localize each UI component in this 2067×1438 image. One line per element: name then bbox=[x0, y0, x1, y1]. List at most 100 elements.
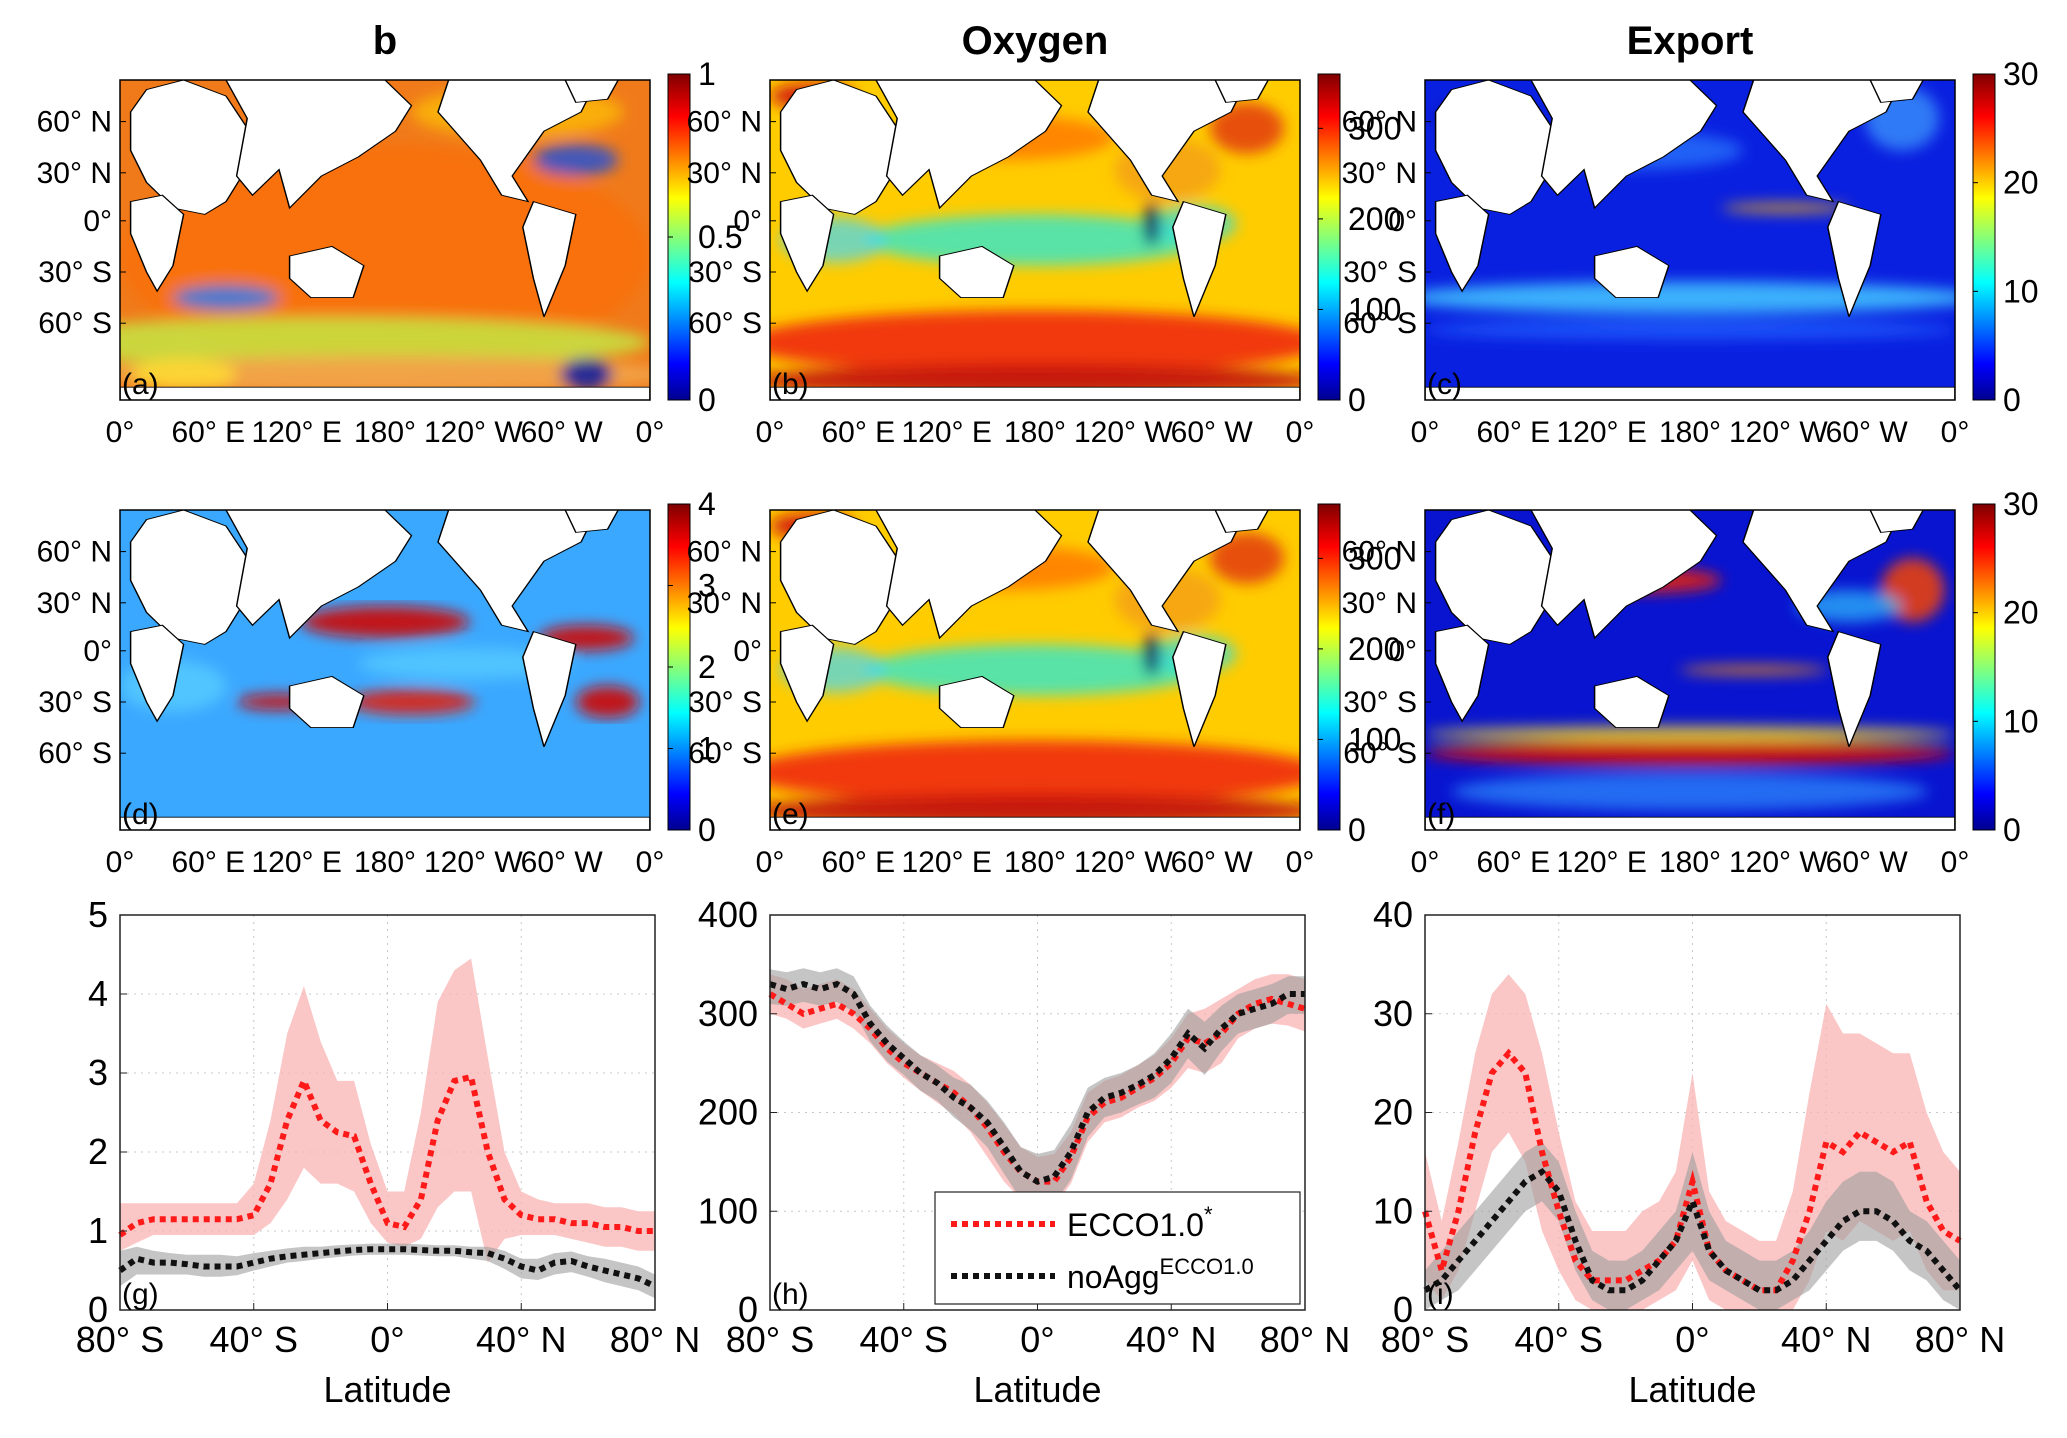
map-lon-tick: 60° W bbox=[521, 416, 604, 449]
map-lat-tick: 0° bbox=[83, 635, 112, 668]
x-axis-label: Latitude bbox=[323, 1369, 451, 1410]
y-tick-label: 20 bbox=[1373, 1092, 1413, 1133]
x-tick-label: 40° S bbox=[210, 1319, 298, 1360]
colorbar-tick: 0 bbox=[2003, 812, 2021, 848]
map-lon-tick: 0° bbox=[636, 846, 665, 879]
map-panel-b: (b) 60° N 30° N 0° 30° S 60° S 0° 60° E 120° E 18… bbox=[687, 73, 1401, 449]
y-tick-label: 2 bbox=[88, 1131, 108, 1172]
map-lon-tick: 0° bbox=[1286, 846, 1315, 879]
colorbar-tick: 100 bbox=[1348, 291, 1401, 327]
series-0-line bbox=[118, 1073, 655, 1238]
map-lon-tick: 180° bbox=[1004, 416, 1066, 449]
colorbar-tick: 2 bbox=[698, 649, 716, 685]
map-lon-tick: 0° bbox=[1286, 416, 1315, 449]
map-lat-tick: 60° S bbox=[688, 307, 762, 340]
map-lon-tick: 120° W bbox=[1074, 416, 1173, 449]
map-lon-tick: 0° bbox=[756, 846, 785, 879]
map-lat-tick: 0° bbox=[1388, 205, 1417, 238]
colorbar-tick: 0 bbox=[698, 812, 716, 848]
map-frame bbox=[1424, 509, 1956, 831]
map-lat-tick: 30° N bbox=[1342, 587, 1417, 620]
x-tick-label: 0° bbox=[1020, 1319, 1054, 1360]
x-tick-label: 80° N bbox=[1915, 1319, 2005, 1360]
colorbar-tick: 3 bbox=[698, 568, 716, 604]
map-lon-tick: 60° W bbox=[1826, 416, 1909, 449]
y-tick-label: 10 bbox=[1373, 1190, 1413, 1231]
colorbar-tick: 4 bbox=[698, 486, 716, 522]
map-lon-tick: 120° W bbox=[1729, 416, 1828, 449]
map-lat-tick: 30° S bbox=[38, 256, 112, 289]
map-lon-tick: 120° E bbox=[901, 416, 991, 449]
x-tick-label: 80° S bbox=[726, 1319, 814, 1360]
panel-label: (b) bbox=[772, 368, 809, 401]
y-tick-label: 300 bbox=[698, 993, 758, 1034]
map-lon-tick: 0° bbox=[106, 846, 135, 879]
x-tick-label: 40° S bbox=[1515, 1319, 1603, 1360]
colorbar-tick: 100 bbox=[1348, 721, 1401, 757]
map-lat-tick: 30° N bbox=[37, 587, 112, 620]
map-lon-tick: 60° E bbox=[1476, 416, 1550, 449]
colorbar: 0 1 2 3 4 bbox=[667, 486, 716, 848]
legend: ECCO1.0*noAggECCO1.0 bbox=[934, 1191, 1301, 1305]
map-lon-tick: 120° E bbox=[1556, 416, 1646, 449]
y-tick-label: 0 bbox=[88, 1289, 108, 1330]
panel-label: (g) bbox=[122, 1278, 159, 1311]
x-tick-label: 0° bbox=[1675, 1319, 1709, 1360]
map-lon-tick: 120° E bbox=[901, 846, 991, 879]
map-lon-tick: 120° W bbox=[1074, 846, 1173, 879]
map-lat-tick: 60° S bbox=[38, 737, 112, 770]
panel-label: (h) bbox=[772, 1278, 809, 1311]
colorbar-tick: 10 bbox=[2003, 273, 2039, 309]
line-charts: 80° S 40° S 0° 40° N 80° N012345Latitude(g)8… bbox=[76, 894, 2005, 1410]
map-lon-tick: 120° E bbox=[251, 846, 341, 879]
x-axis-label: Latitude bbox=[1628, 1369, 1756, 1410]
colorbar: 0 100 200 300 bbox=[1317, 73, 1401, 418]
map-lon-tick: 60° W bbox=[521, 846, 604, 879]
map-frame bbox=[769, 509, 1301, 831]
map-lat-tick: 30° N bbox=[687, 157, 762, 190]
panel-label: (f) bbox=[1427, 798, 1455, 831]
map-lat-tick: 30° S bbox=[688, 256, 762, 289]
map-lat-tick: 60° N bbox=[1342, 536, 1417, 569]
colorbar-tick: 0 bbox=[698, 382, 716, 418]
map-lon-tick: 0° bbox=[756, 416, 785, 449]
column-title-2: Export bbox=[1627, 19, 1754, 63]
panel-label: (i) bbox=[1427, 1278, 1454, 1311]
map-frame bbox=[1424, 79, 1956, 401]
map-lon-tick: 60° W bbox=[1171, 416, 1254, 449]
colorbar-tick: 0 bbox=[2003, 382, 2021, 418]
series-1-range-band bbox=[770, 968, 1305, 1210]
colorbar: 0 100 200 300 bbox=[1317, 503, 1401, 848]
x-tick-label: 0° bbox=[370, 1319, 404, 1360]
map-lon-tick: 180° bbox=[1004, 846, 1066, 879]
map-lat-tick: 0° bbox=[733, 635, 762, 668]
map-lat-tick: 60° N bbox=[37, 106, 112, 139]
colorbar-tick: 20 bbox=[2003, 595, 2039, 631]
map-lon-tick: 60° W bbox=[1171, 846, 1254, 879]
chart-g: 80° S 40° S 0° 40° N 80° N 0 1 2 3 4 5 Latitude (g) bbox=[76, 894, 700, 1410]
map-lat-tick: 30° N bbox=[1342, 157, 1417, 190]
y-tick-label: 30 bbox=[1373, 993, 1413, 1034]
map-lon-tick: 120° W bbox=[424, 846, 523, 879]
colorbar-tick: 10 bbox=[2003, 703, 2039, 739]
map-lat-tick: 60° N bbox=[1342, 106, 1417, 139]
series-1-line bbox=[769, 980, 1305, 1185]
map-frame bbox=[769, 79, 1301, 401]
x-tick-label: 80° N bbox=[610, 1319, 700, 1360]
column-title-0: b bbox=[373, 19, 397, 63]
colorbar-tick: 20 bbox=[2003, 165, 2039, 201]
map-lat-tick: 0° bbox=[1388, 635, 1417, 668]
series-1-range-band bbox=[1425, 1142, 1960, 1310]
legend-entry: ECCO1.0* bbox=[1067, 1202, 1213, 1243]
y-tick-label: 0 bbox=[738, 1289, 758, 1330]
colorbar: 0 10 20 30 bbox=[1972, 56, 2039, 418]
map-panel-e: (e) 60° N 30° N 0° 30° S 60° S 0° 60° E 120° E 18… bbox=[687, 503, 1401, 879]
colorbar-gradient bbox=[1972, 503, 1996, 831]
map-lon-tick: 60° W bbox=[1826, 846, 1909, 879]
map-lon-tick: 0° bbox=[1941, 846, 1970, 879]
y-tick-label: 200 bbox=[698, 1092, 758, 1133]
map-lon-tick: 180° bbox=[354, 416, 416, 449]
map-lat-tick: 60° S bbox=[1343, 307, 1417, 340]
map-lon-tick: 60° E bbox=[1476, 846, 1550, 879]
map-lat-tick: 30° N bbox=[37, 157, 112, 190]
